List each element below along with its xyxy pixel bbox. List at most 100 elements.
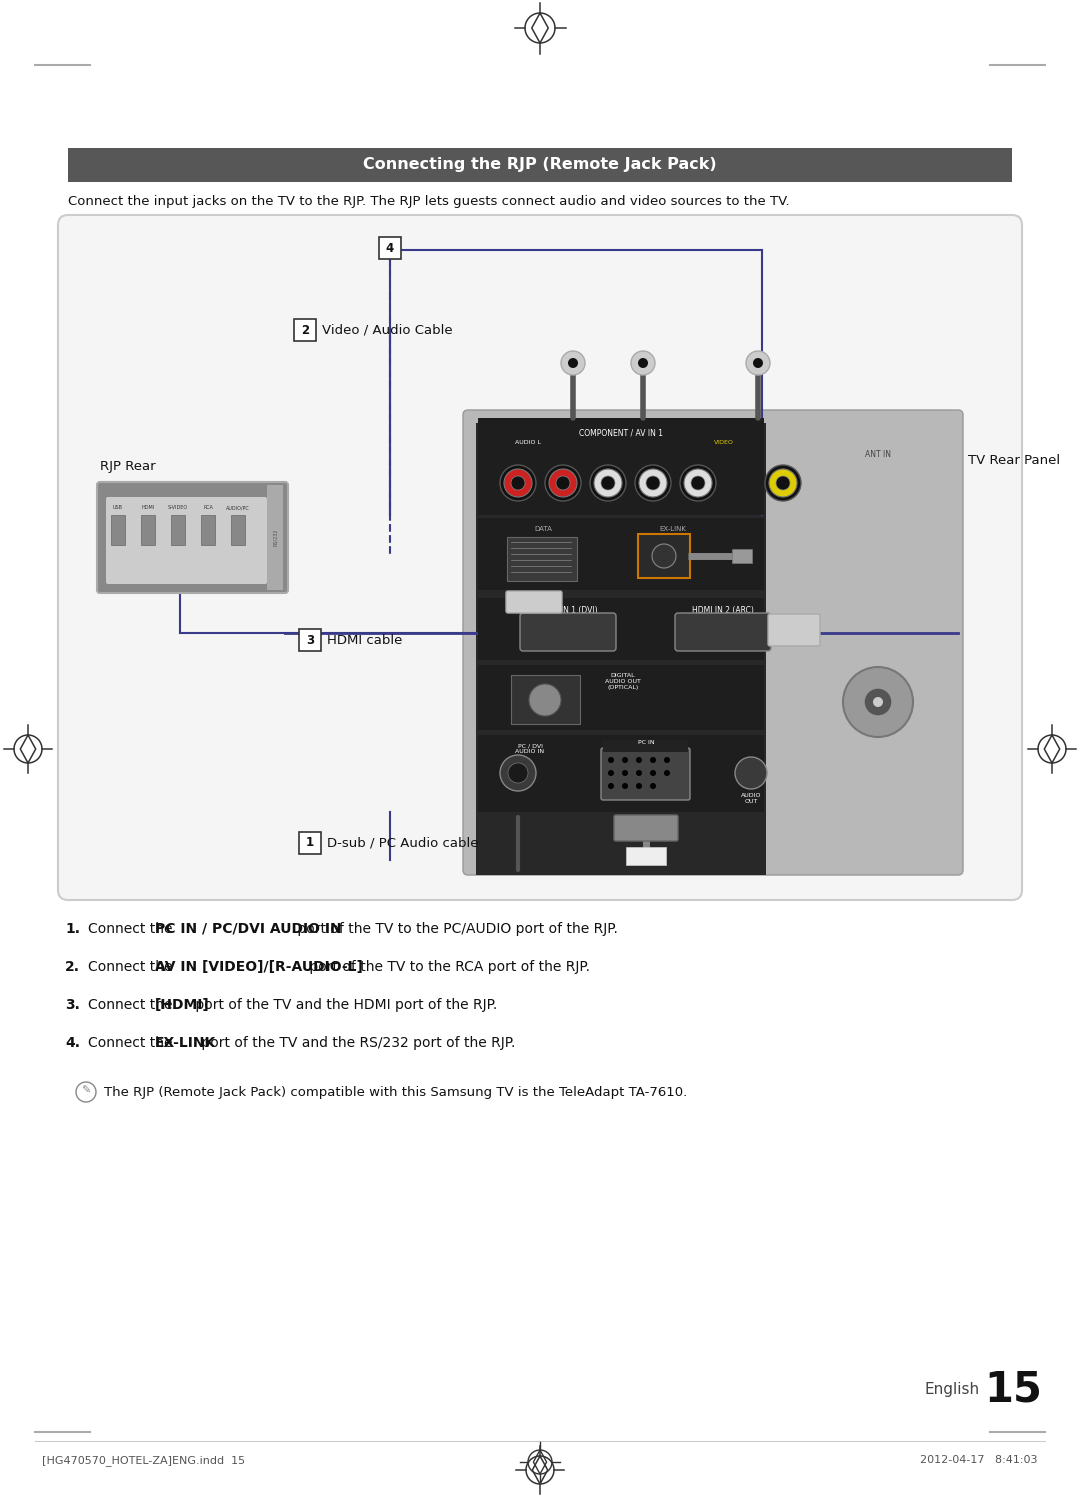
- Circle shape: [622, 756, 627, 762]
- Circle shape: [500, 464, 536, 500]
- Bar: [478, 665, 764, 730]
- Text: [HG470570_HOTEL-ZA]ENG.indd  15: [HG470570_HOTEL-ZA]ENG.indd 15: [42, 1455, 245, 1467]
- Circle shape: [608, 756, 615, 762]
- Text: 3.: 3.: [65, 998, 80, 1013]
- Text: port of the TV to the PC/AUDIO port of the RJP.: port of the TV to the PC/AUDIO port of t…: [293, 921, 618, 936]
- Circle shape: [549, 469, 577, 497]
- Text: HDMI IN 2 (ARC): HDMI IN 2 (ARC): [692, 607, 754, 616]
- Text: Video / Audio Cable: Video / Audio Cable: [322, 324, 453, 337]
- Text: HDMI IN 1 (DVI): HDMI IN 1 (DVI): [538, 607, 598, 616]
- Text: EX-LINK: EX-LINK: [660, 526, 687, 532]
- Circle shape: [636, 783, 642, 789]
- FancyBboxPatch shape: [507, 592, 562, 613]
- Text: 15: 15: [984, 1368, 1042, 1410]
- Text: RJP Rear: RJP Rear: [100, 460, 156, 473]
- Circle shape: [590, 464, 626, 500]
- Bar: [68, 148, 1012, 181]
- Text: HDMI: HDMI: [141, 505, 154, 509]
- Circle shape: [638, 358, 648, 369]
- Circle shape: [529, 685, 561, 716]
- Text: PC IN: PC IN: [637, 740, 654, 745]
- Circle shape: [873, 697, 883, 707]
- Circle shape: [608, 770, 615, 776]
- Text: AUDIO L: AUDIO L: [515, 440, 541, 445]
- Bar: [201, 515, 215, 545]
- Circle shape: [545, 464, 581, 500]
- FancyBboxPatch shape: [507, 536, 577, 581]
- Text: Connecting the RJP (Remote Jack Pack): Connecting the RJP (Remote Jack Pack): [363, 157, 717, 172]
- Bar: [476, 422, 766, 875]
- Text: 3: 3: [306, 634, 314, 647]
- Circle shape: [691, 476, 705, 490]
- Circle shape: [608, 783, 615, 789]
- Bar: [171, 515, 185, 545]
- Circle shape: [746, 351, 770, 374]
- Text: Connect the: Connect the: [87, 998, 177, 1013]
- Circle shape: [556, 476, 570, 490]
- FancyBboxPatch shape: [600, 748, 690, 800]
- Text: TV Rear Panel: TV Rear Panel: [968, 454, 1061, 466]
- Circle shape: [511, 476, 525, 490]
- Circle shape: [650, 756, 656, 762]
- Bar: [603, 740, 688, 752]
- Bar: [379, 237, 401, 259]
- Text: RS/232: RS/232: [272, 529, 278, 545]
- Circle shape: [594, 469, 622, 497]
- Text: AUDIO/PC: AUDIO/PC: [226, 505, 249, 509]
- Circle shape: [684, 469, 712, 497]
- Text: Connect the: Connect the: [87, 921, 177, 936]
- Bar: [267, 485, 283, 590]
- Circle shape: [631, 351, 654, 374]
- FancyBboxPatch shape: [97, 482, 288, 593]
- FancyBboxPatch shape: [511, 676, 580, 724]
- Circle shape: [635, 464, 671, 500]
- Text: port of the TV to the RCA port of the RJP.: port of the TV to the RCA port of the RJ…: [306, 960, 590, 974]
- Bar: [478, 518, 764, 590]
- Text: Connect the: Connect the: [87, 1037, 177, 1050]
- Circle shape: [664, 756, 670, 762]
- Circle shape: [561, 351, 585, 374]
- Text: 2.: 2.: [65, 960, 80, 974]
- Circle shape: [639, 469, 667, 497]
- FancyBboxPatch shape: [675, 613, 771, 652]
- Text: DIGITAL
AUDIO OUT
(OPTICAL): DIGITAL AUDIO OUT (OPTICAL): [605, 673, 640, 691]
- Text: DATA: DATA: [535, 526, 552, 532]
- Text: PC IN / PC/DVI AUDIO IN: PC IN / PC/DVI AUDIO IN: [156, 921, 342, 936]
- Circle shape: [777, 476, 789, 490]
- Text: [HDMI]: [HDMI]: [156, 998, 210, 1013]
- Bar: [478, 598, 764, 661]
- Circle shape: [680, 464, 716, 500]
- Circle shape: [864, 688, 892, 716]
- Circle shape: [650, 770, 656, 776]
- Circle shape: [843, 667, 913, 737]
- Text: Connect the input jacks on the TV to the RJP. The RJP lets guests connect audio : Connect the input jacks on the TV to the…: [68, 195, 789, 208]
- Circle shape: [769, 469, 797, 497]
- FancyBboxPatch shape: [732, 548, 752, 563]
- Bar: [478, 418, 764, 515]
- Bar: [141, 515, 156, 545]
- Bar: [299, 831, 321, 854]
- Text: ✎: ✎: [81, 1086, 91, 1097]
- FancyBboxPatch shape: [519, 613, 616, 652]
- Circle shape: [753, 358, 762, 369]
- Text: USB: USB: [113, 505, 123, 509]
- Circle shape: [568, 358, 578, 369]
- Circle shape: [646, 476, 660, 490]
- Text: AUDIO
OUT: AUDIO OUT: [741, 792, 761, 804]
- FancyBboxPatch shape: [615, 815, 678, 840]
- Text: Connect the: Connect the: [87, 960, 177, 974]
- Text: PC / DVI
AUDIO IN: PC / DVI AUDIO IN: [515, 743, 544, 753]
- Circle shape: [500, 755, 536, 791]
- Circle shape: [504, 469, 532, 497]
- Bar: [299, 629, 321, 652]
- Text: port of the TV and the RS/232 port of the RJP.: port of the TV and the RS/232 port of th…: [198, 1037, 515, 1050]
- Circle shape: [600, 476, 615, 490]
- Circle shape: [664, 770, 670, 776]
- Text: English: English: [924, 1383, 980, 1398]
- Text: VIDEO: VIDEO: [714, 440, 734, 445]
- Text: HDMI cable: HDMI cable: [327, 634, 403, 647]
- Text: PC IN: PC IN: [637, 740, 656, 746]
- Text: D-sub / PC Audio cable: D-sub / PC Audio cable: [327, 836, 478, 849]
- Circle shape: [622, 783, 627, 789]
- Circle shape: [636, 756, 642, 762]
